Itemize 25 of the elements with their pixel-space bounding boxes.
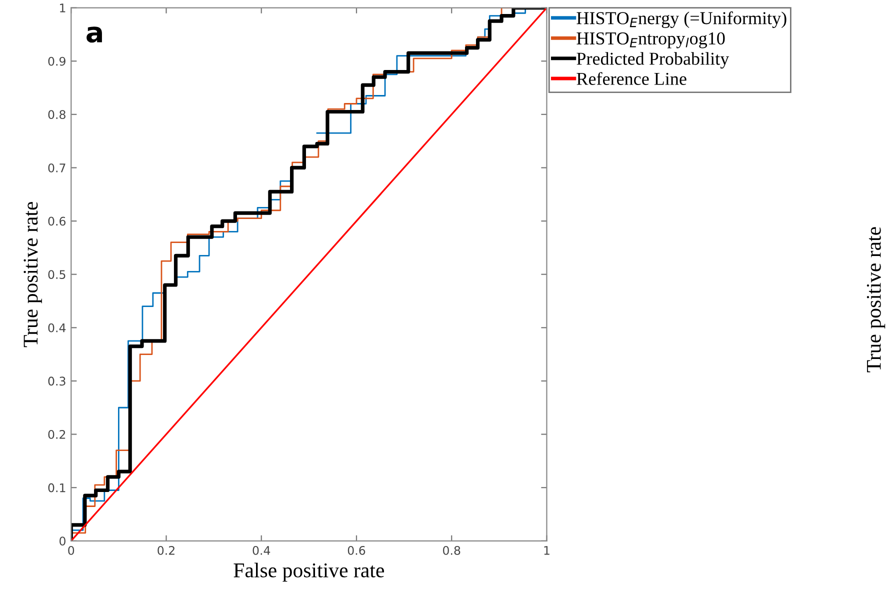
y-tick-label: 0 xyxy=(60,536,66,546)
y-tick-label: 0.7 xyxy=(48,163,66,172)
x-tick-label: 0.2 xyxy=(158,546,174,555)
y-tick-label: 0.3 xyxy=(48,376,66,386)
text: True positive rate xyxy=(866,227,886,372)
x-tick-label: 0.4 xyxy=(252,546,270,555)
x-tick-label: 0.8 xyxy=(443,546,460,555)
y-tick-label: 0.1 xyxy=(48,483,66,492)
legend-label: HISTO$_{E}$nergy (=Uniformity) xyxy=(576,11,786,28)
y-axis-title: True positive rate xyxy=(24,202,42,348)
legend-label: Reference Line xyxy=(576,72,686,85)
y-tick-label: 0.2 xyxy=(48,430,66,439)
x-tick-label: 1 xyxy=(544,546,550,555)
y-tick-label: 0.5 xyxy=(48,270,66,279)
legend-label: HISTO$_{E}$ntropy$_{l}$og10 xyxy=(576,32,725,48)
y-tick-label: 1 xyxy=(60,4,66,12)
y-tick-label: 0.4 xyxy=(48,323,66,332)
x-tick-label: 0.6 xyxy=(348,546,366,555)
legend-label: Predicted Probability xyxy=(576,52,730,69)
y-tick-label: 0.8 xyxy=(48,110,66,120)
x-tick-label: 0 xyxy=(68,546,74,555)
annotation: a xyxy=(86,26,102,43)
x-axis-title: False positive rate xyxy=(234,562,384,582)
y-tick-label: 0.6 xyxy=(48,216,66,226)
y-tick-label: 0.9 xyxy=(48,56,66,66)
